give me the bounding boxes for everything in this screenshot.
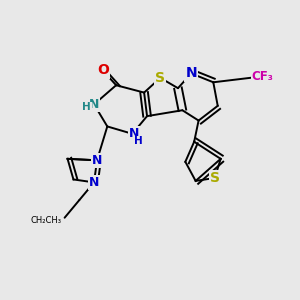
Text: N: N <box>129 127 139 140</box>
Text: S: S <box>155 71 165 85</box>
Text: CH₂CH₃: CH₂CH₃ <box>31 216 62 225</box>
Text: N: N <box>92 154 102 167</box>
Text: H: H <box>82 102 91 112</box>
Text: H: H <box>134 136 143 146</box>
Text: N: N <box>89 176 99 189</box>
Text: N: N <box>185 66 197 80</box>
Text: CF₃: CF₃ <box>252 70 274 83</box>
Text: N: N <box>89 98 99 111</box>
Text: S: S <box>210 171 220 185</box>
Text: O: O <box>97 64 109 77</box>
